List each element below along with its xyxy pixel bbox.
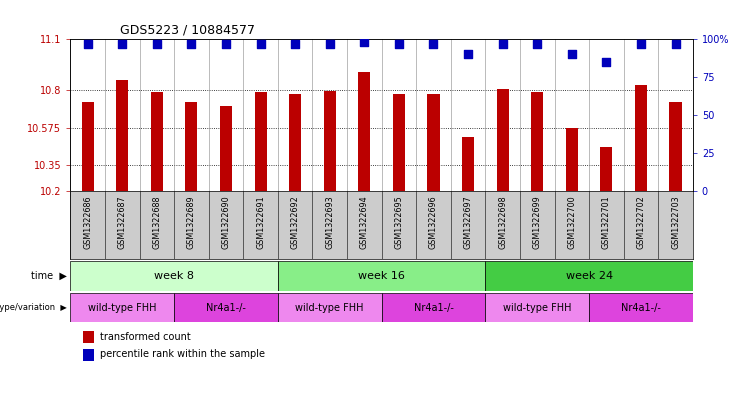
Text: GSM1322693: GSM1322693 (325, 195, 334, 249)
Text: GSM1322701: GSM1322701 (602, 195, 611, 249)
Text: GDS5223 / 10884577: GDS5223 / 10884577 (120, 24, 255, 37)
FancyBboxPatch shape (278, 261, 485, 291)
Text: GSM1322696: GSM1322696 (429, 195, 438, 249)
Text: Nr4a1-/-: Nr4a1-/- (206, 303, 246, 312)
Point (116, 41, 128, 47)
Point (670, 41, 682, 47)
Point (531, 41, 543, 47)
FancyBboxPatch shape (70, 293, 174, 322)
FancyBboxPatch shape (589, 293, 693, 322)
Text: GSM1322702: GSM1322702 (637, 195, 645, 249)
Text: GSM1322694: GSM1322694 (360, 195, 369, 249)
Text: GSM1322697: GSM1322697 (464, 195, 473, 249)
Text: wild-type FHH: wild-type FHH (88, 303, 156, 312)
Text: GSM1322690: GSM1322690 (222, 195, 230, 249)
Point (359, 39, 370, 46)
Text: GSM1322691: GSM1322691 (256, 195, 265, 249)
Point (566, 51, 578, 58)
Text: GSM1322688: GSM1322688 (153, 195, 162, 249)
Point (393, 41, 405, 47)
Point (428, 41, 439, 47)
Text: Nr4a1-/-: Nr4a1-/- (413, 303, 453, 312)
Point (635, 41, 647, 47)
Bar (531, 92, 543, 191)
Point (496, 41, 508, 47)
Point (82, 41, 93, 47)
FancyBboxPatch shape (485, 293, 589, 322)
Bar (635, 84, 647, 191)
FancyBboxPatch shape (382, 293, 485, 322)
Bar (324, 90, 336, 191)
Bar (566, 128, 578, 191)
Point (324, 41, 336, 47)
Point (462, 51, 474, 58)
Text: GSM1322695: GSM1322695 (394, 195, 403, 249)
Text: GSM1322692: GSM1322692 (290, 195, 299, 249)
Point (289, 41, 301, 47)
FancyBboxPatch shape (278, 293, 382, 322)
Text: GSM1322698: GSM1322698 (498, 195, 507, 249)
Bar (151, 92, 163, 191)
Bar (255, 92, 267, 191)
Point (600, 59, 612, 65)
Bar (600, 147, 612, 191)
Text: week 16: week 16 (358, 271, 405, 281)
Bar (289, 94, 301, 191)
Point (151, 41, 163, 47)
Bar (359, 72, 370, 191)
Bar (462, 137, 474, 191)
Text: GSM1322700: GSM1322700 (568, 195, 576, 249)
Text: GSM1322686: GSM1322686 (83, 195, 92, 249)
Point (220, 41, 232, 47)
Text: week 8: week 8 (154, 271, 194, 281)
Bar (496, 89, 508, 191)
Bar (670, 101, 682, 191)
Text: wild-type FHH: wild-type FHH (296, 303, 364, 312)
Text: transformed count: transformed count (100, 332, 191, 342)
FancyBboxPatch shape (70, 261, 278, 291)
FancyBboxPatch shape (174, 293, 278, 322)
Text: GSM1322689: GSM1322689 (187, 195, 196, 249)
FancyBboxPatch shape (485, 261, 693, 291)
Text: time  ▶: time ▶ (31, 271, 67, 281)
Bar (428, 94, 439, 191)
Text: wild-type FHH: wild-type FHH (503, 303, 571, 312)
Text: genotype/variation  ▶: genotype/variation ▶ (0, 303, 67, 312)
Bar (83, 349, 94, 360)
Text: GSM1322699: GSM1322699 (533, 195, 542, 249)
Text: percentile rank within the sample: percentile rank within the sample (100, 349, 265, 359)
Bar (220, 106, 232, 191)
Text: week 24: week 24 (565, 271, 613, 281)
Text: Nr4a1-/-: Nr4a1-/- (621, 303, 661, 312)
Bar (116, 81, 128, 191)
Bar (82, 101, 93, 191)
Bar (185, 101, 197, 191)
Bar (83, 331, 94, 343)
Point (185, 41, 197, 47)
Text: GSM1322687: GSM1322687 (118, 195, 127, 249)
Text: GSM1322703: GSM1322703 (671, 195, 680, 249)
Bar (393, 94, 405, 191)
Point (255, 41, 267, 47)
